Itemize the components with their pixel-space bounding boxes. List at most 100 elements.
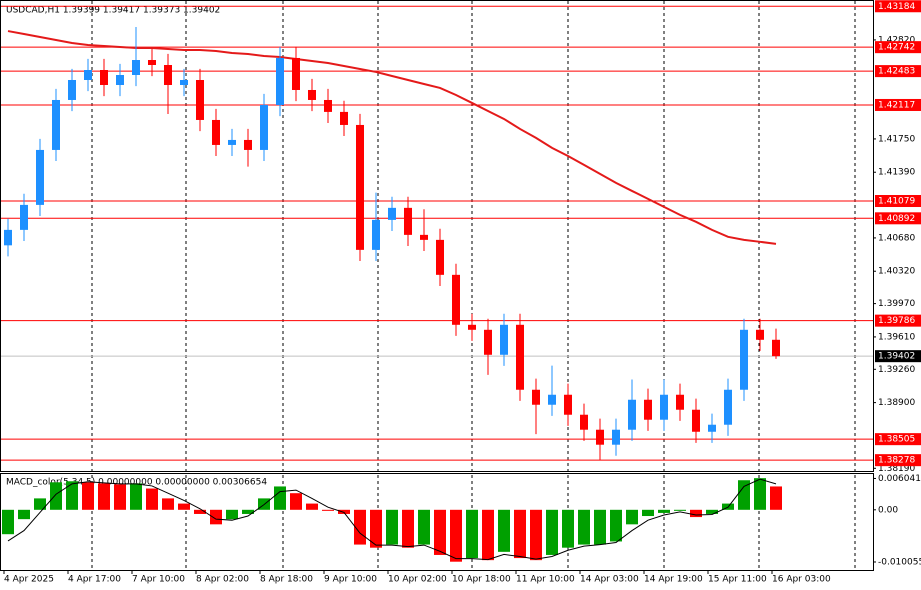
level-label-box — [875, 65, 921, 78]
signal-line — [7, 478, 777, 561]
candle-body — [452, 274, 460, 325]
macd-bar — [178, 503, 190, 510]
candle-body — [516, 324, 524, 390]
candle-body — [468, 324, 476, 330]
macd-bar — [578, 509, 590, 545]
candle-body — [132, 60, 140, 75]
candle-body — [36, 149, 44, 205]
x-tick-label: 4 Apr 17:00 — [68, 575, 121, 585]
level-label-box — [875, 0, 921, 13]
candle-body — [228, 139, 236, 145]
level-label: 1.40892 — [878, 214, 915, 224]
level-label-box — [875, 98, 921, 111]
level-label-box — [875, 454, 921, 467]
level-label: 1.38278 — [878, 456, 915, 466]
macd-bar — [610, 509, 622, 542]
level-label: 1.42742 — [878, 43, 915, 53]
candle-body — [676, 394, 684, 410]
macd-bar — [370, 509, 382, 548]
candle-body — [484, 329, 492, 355]
candle-body — [404, 207, 412, 235]
macd-bar — [770, 486, 782, 510]
macd-bar — [738, 480, 750, 510]
y-tick-label: -0.0100553 — [878, 557, 921, 567]
x-tick-label: 10 Apr 18:00 — [452, 575, 511, 585]
candle-body — [212, 119, 220, 145]
macd-bar — [482, 509, 494, 561]
candle-body — [196, 79, 204, 120]
macd-bar — [562, 509, 574, 548]
x-tick-label: 9 Apr 10:00 — [324, 575, 377, 585]
x-tick-label: 7 Apr 10:00 — [132, 575, 185, 585]
macd-bar — [658, 509, 670, 513]
x-tick-label: 8 Apr 18:00 — [260, 575, 313, 585]
level-label-box — [875, 195, 921, 208]
candle-body — [148, 60, 156, 66]
x-tick-label: 8 Apr 02:00 — [196, 575, 249, 585]
y-tick-label: 1.38900 — [878, 398, 915, 408]
macd-frame — [0, 473, 874, 571]
level-label-box — [875, 41, 921, 54]
candle-body — [292, 57, 300, 90]
candle-body — [68, 79, 76, 100]
y-tick-label: 1.38190 — [878, 464, 915, 474]
level-label: 1.38505 — [878, 435, 915, 445]
macd-bar — [242, 509, 254, 514]
macd-bar — [530, 509, 542, 561]
macd-bar — [306, 503, 318, 510]
macd-bar — [274, 486, 286, 510]
macd-bar — [194, 509, 206, 514]
candle-body — [692, 409, 700, 432]
macd-bar — [210, 509, 222, 525]
level-label-box — [875, 433, 921, 446]
candle-body — [308, 89, 316, 100]
candle-body — [324, 99, 332, 112]
macd-bar — [66, 481, 78, 510]
candle-body — [340, 111, 348, 125]
x-tick-label: 4 Apr 2025 — [4, 575, 54, 585]
x-tick-label: 14 Apr 03:00 — [580, 575, 639, 585]
main-frame — [0, 0, 874, 472]
candle-body — [708, 424, 716, 432]
macd-bar — [386, 509, 398, 545]
candle-body — [100, 70, 108, 85]
macd-bar — [690, 509, 702, 518]
macd-bar — [626, 509, 638, 525]
x-tick-label: 11 Apr 10:00 — [516, 575, 575, 585]
candle-body — [356, 124, 364, 250]
macd-bar — [466, 509, 478, 559]
macd-bar — [450, 509, 462, 562]
y-tick-label: 1.39610 — [878, 332, 915, 342]
x-tick-label: 14 Apr 19:00 — [644, 575, 703, 585]
level-label-box — [875, 314, 921, 327]
macd-bar — [418, 509, 430, 545]
y-tick-label: 0.0060418 — [878, 474, 921, 484]
candle-body — [436, 239, 444, 275]
macd-bar — [434, 509, 446, 555]
candle-body — [84, 70, 92, 80]
last-price-box — [875, 350, 921, 363]
separators — [91, 1, 856, 570]
macd-bar — [146, 488, 158, 510]
level-label: 1.43184 — [878, 2, 915, 12]
macd-bar — [498, 509, 510, 552]
candle-body — [20, 204, 28, 230]
macd-bar — [754, 478, 766, 510]
level-label-box — [875, 212, 921, 225]
candle-body — [260, 104, 268, 150]
candle-body — [164, 65, 172, 85]
candle-body — [532, 389, 540, 405]
macd-bar — [50, 482, 62, 510]
macd-bar — [402, 509, 414, 548]
macd-bar — [642, 509, 654, 517]
last-price-label: 1.39402 — [878, 352, 915, 362]
y-tick-label: 1.41750 — [878, 134, 915, 144]
candle-body — [596, 429, 604, 445]
candle-body — [4, 229, 12, 246]
macd-title: MACD_color(5,34,5) 0.00000000 0.00000000… — [6, 478, 267, 488]
level-label: 1.41079 — [878, 197, 915, 207]
macd-bar — [290, 493, 302, 510]
x-tick-label: 10 Apr 02:00 — [388, 575, 447, 585]
